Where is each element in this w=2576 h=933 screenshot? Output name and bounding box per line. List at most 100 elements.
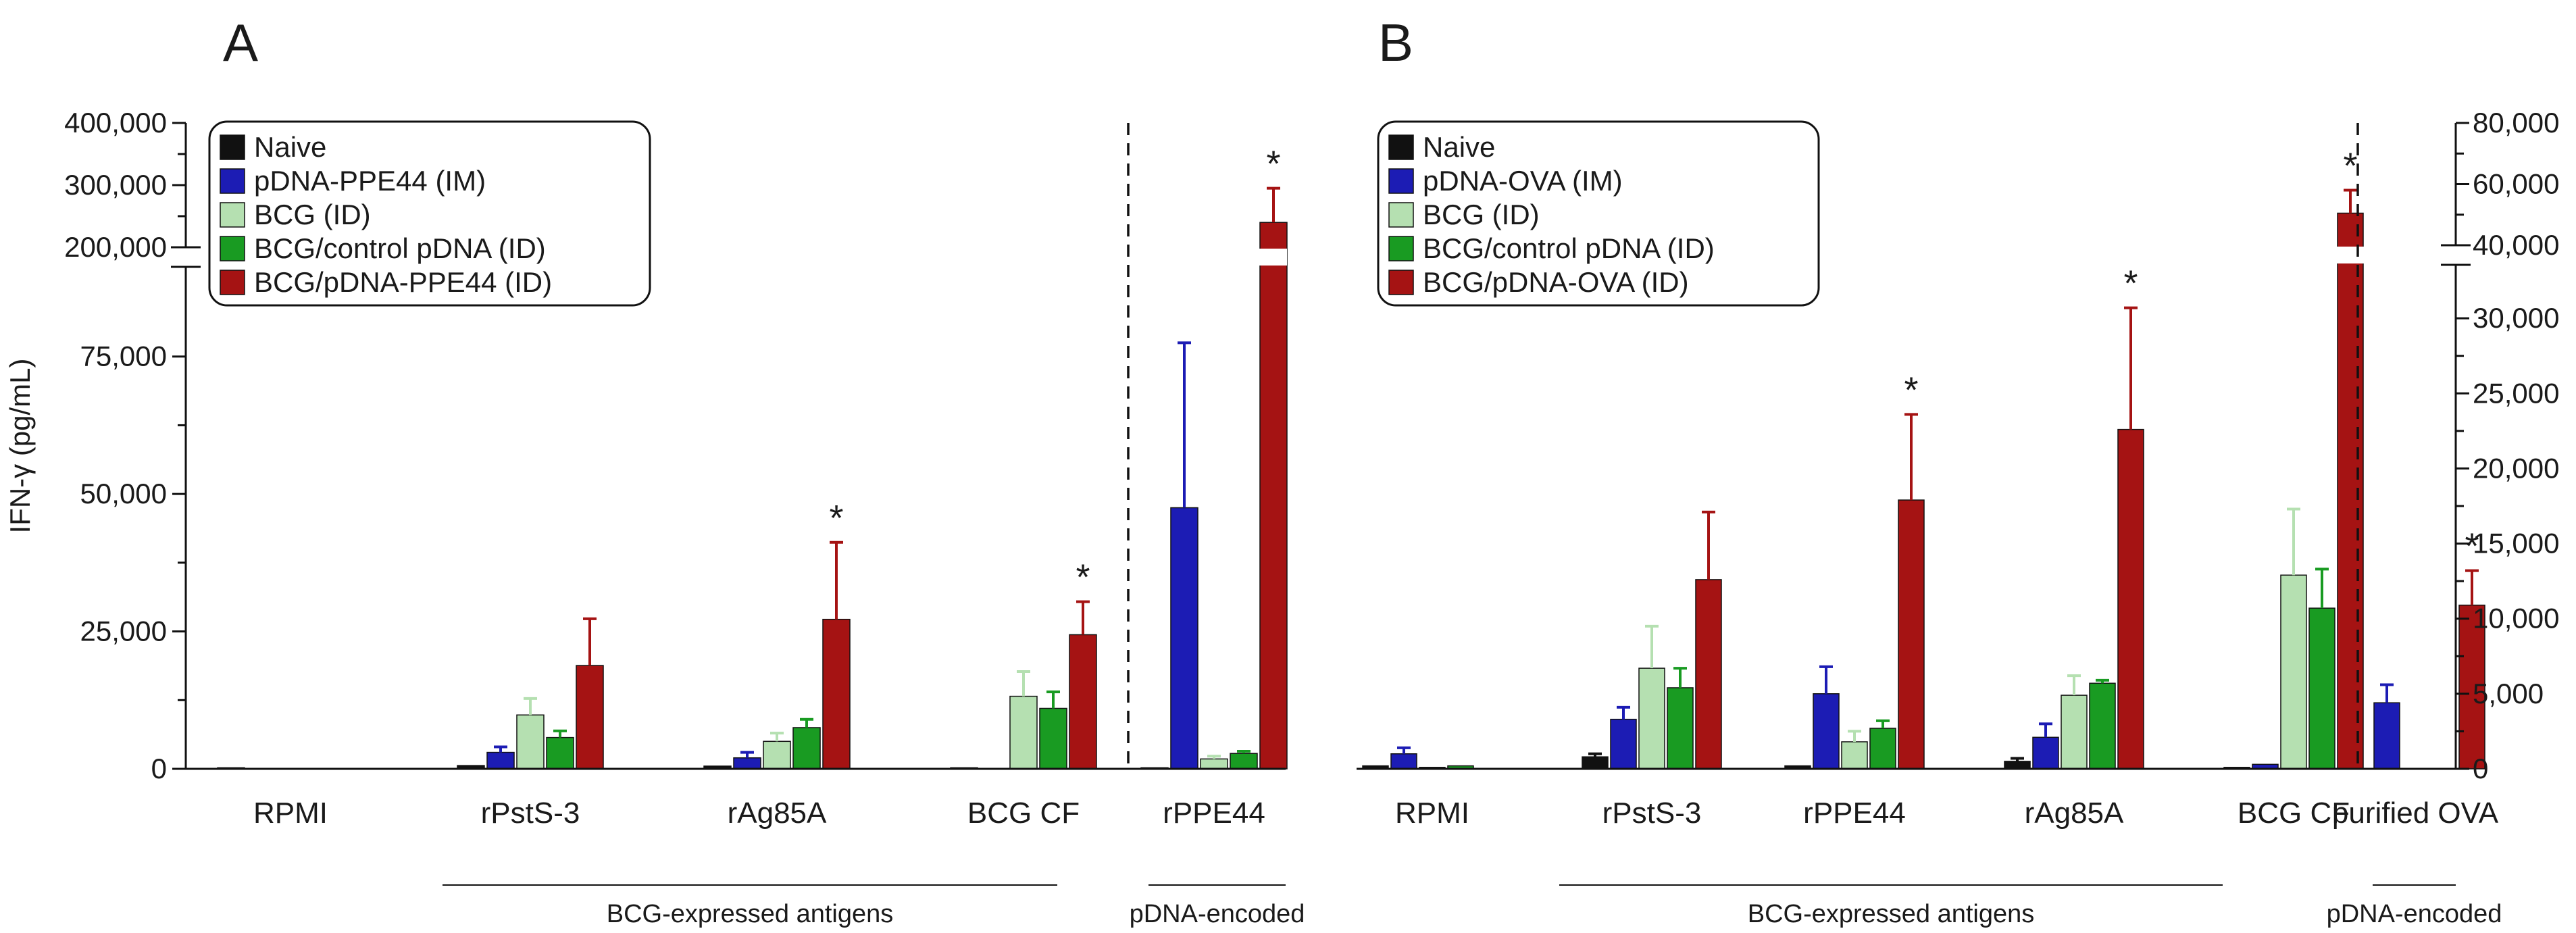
bar-rag85a-pdna-ppe44-im bbox=[733, 757, 761, 770]
legend-box bbox=[208, 120, 651, 307]
panel-b-y-tick-label: 15,000 bbox=[2473, 528, 2559, 559]
category-label-rpsts-3: rPstS-3 bbox=[481, 797, 580, 830]
group-label-bcg-expressed: BCG-expressed antigens bbox=[607, 900, 894, 928]
category-label-purified-ova: purified OVA bbox=[2332, 797, 2499, 830]
significance-star: * bbox=[1076, 557, 1090, 598]
category-label-bcg-cf: BCG CF bbox=[2238, 797, 2350, 830]
legend-swatch-bcg-id bbox=[1388, 202, 1414, 228]
legend-swatch-bcg-pdna-ova-id bbox=[1388, 270, 1414, 295]
legend-swatch-naive bbox=[220, 134, 245, 160]
bar-rppe44-bcg-pdna-ova-id bbox=[1898, 499, 1925, 770]
bar-rppe44-bcg-id bbox=[1841, 741, 1868, 770]
group-label-bcg-expressed: BCG-expressed antigens bbox=[1748, 900, 2035, 928]
group-label-pdna-encoded: pDNA-encoded bbox=[2327, 900, 2502, 928]
category-label-rag85a: rAg85A bbox=[2025, 797, 2124, 830]
panel-b-y-tick-label: 25,000 bbox=[2473, 377, 2559, 409]
panel-a-y-tick-label: 400,000 bbox=[64, 107, 167, 138]
bar-rpsts-3-bcg-control-pdna-id bbox=[1667, 687, 1694, 770]
group-label-pdna-encoded: antigen bbox=[2372, 931, 2456, 933]
bar-rpmi-pdna-ova-im bbox=[1390, 753, 1417, 770]
group-label-pdna-encoded: pDNA-encoded bbox=[1130, 900, 1305, 928]
bar-rag85a-bcg-pdna-ova-id bbox=[2117, 428, 2144, 770]
legend-label-bcg-pdna-ova-id: BCG/pDNA-OVA (ID) bbox=[1423, 266, 1689, 298]
bar-rpsts-3-naive bbox=[1582, 756, 1609, 770]
bar-rpsts-3-pdna-ppe44-im bbox=[486, 751, 515, 770]
panel-b-y-tick-label: 5,000 bbox=[2473, 678, 2544, 709]
significance-star: * bbox=[1904, 370, 1918, 410]
legend-swatch-bcg-id bbox=[220, 202, 245, 228]
panel-b: B * * * * 0 5,000 10,000 15,000 20,000 25,000 30,00… bbox=[1355, 13, 2559, 933]
significance-star: * bbox=[1266, 144, 1280, 184]
legend-swatch-bcg-control-pdna-id bbox=[220, 236, 245, 261]
bar-rppe44-bcg-control-pdna-id bbox=[1869, 728, 1896, 770]
bar-bcg-cf-bcg-id bbox=[1009, 695, 1038, 770]
legend-label-pdna-ova-im: pDNA-OVA (IM) bbox=[1423, 165, 1623, 197]
bar-bcg-cf-bcg-control-pdna-id bbox=[2308, 607, 2335, 770]
panel-a-y-tick-label: 300,000 bbox=[64, 169, 167, 201]
bar-rag85a-bcg-pdna-ppe44-id bbox=[822, 618, 851, 770]
panel-b-y-tick-label: 20,000 bbox=[2473, 452, 2559, 484]
legend-label-bcg-control-pdna-id: BCG/control pDNA (ID) bbox=[254, 232, 546, 264]
bar-rppe44-bcg-pdna-ppe44-id bbox=[1259, 222, 1288, 770]
legend-label-bcg-id: BCG (ID) bbox=[254, 199, 371, 230]
panel-b-y-tick-label: 60,000 bbox=[2473, 168, 2559, 200]
bar-bcg-cf-bcg-id bbox=[2280, 574, 2307, 770]
bar-rag85a-pdna-ova-im bbox=[2032, 736, 2059, 770]
bar-rag85a-bcg-id bbox=[763, 740, 791, 770]
panel-a-y-tick-label: 75,000 bbox=[80, 341, 167, 372]
legend-label-bcg-id: BCG (ID) bbox=[1423, 199, 1540, 230]
category-label-bcg-cf: BCG CF bbox=[967, 797, 1080, 830]
panel-b-y-tick-label: 10,000 bbox=[2473, 603, 2559, 634]
legend-swatch-pdna-ova-im bbox=[1388, 168, 1414, 194]
bar-rpsts-3-bcg-id bbox=[1638, 667, 1665, 770]
panel-a-y-tick-label: 0 bbox=[151, 753, 167, 784]
legend-box bbox=[1377, 120, 1820, 307]
bar-rppe44-bcg-id bbox=[1200, 758, 1228, 770]
bar-rppe44-pdna-ova-im bbox=[1813, 693, 1840, 770]
bar-purified-ova-pdna-ova-im bbox=[2373, 702, 2400, 770]
bar-rag85a-bcg-control-pdna-id bbox=[2089, 682, 2116, 770]
bar-rag85a-bcg-control-pdna-id bbox=[792, 727, 821, 770]
legend-swatch-bcg-pdna-ppe44-id bbox=[220, 270, 245, 295]
panel-b-y-tick-label: 80,000 bbox=[2473, 107, 2559, 138]
legend-swatch-bcg-control-pdna-id bbox=[1388, 236, 1414, 261]
legend-label-pdna-ppe44-im: pDNA-PPE44 (IM) bbox=[254, 165, 486, 197]
panel-b-y-tick-label: 30,000 bbox=[2473, 302, 2559, 334]
bar-bcg-cf-bcg-control-pdna-id bbox=[1039, 707, 1067, 770]
bar-rpsts-3-pdna-ova-im bbox=[1610, 718, 1637, 770]
legend-label-bcg-pdna-ppe44-id: BCG/pDNA-PPE44 (ID) bbox=[254, 266, 552, 298]
panel-b-y-tick-label: 0 bbox=[2473, 753, 2488, 784]
significance-star: * bbox=[2343, 146, 2357, 186]
significance-star: * bbox=[829, 498, 843, 538]
bar-rag85a-naive bbox=[2004, 761, 2031, 770]
panel-a-y-tick-label: 25,000 bbox=[80, 615, 167, 647]
bar-rag85a-bcg-id bbox=[2061, 695, 2088, 770]
category-label-rpmi: RPMI bbox=[253, 797, 328, 830]
bar-rpsts-3-bcg-id bbox=[516, 714, 545, 770]
legend-label-naive: Naive bbox=[1423, 131, 1495, 163]
bar-rpsts-3-bcg-control-pdna-id bbox=[546, 736, 574, 770]
bar-rppe44-pdna-ppe44-im bbox=[1170, 507, 1198, 770]
bar-rpsts-3-bcg-pdna-ova-id bbox=[1695, 579, 1722, 770]
category-label-rppe44: rPPE44 bbox=[1163, 797, 1265, 830]
category-label-rpsts-3: rPstS-3 bbox=[1602, 797, 1702, 830]
panel-a: A * * * 0 25,000 50,000 75,000 200,000 300,000 400… bbox=[4, 13, 1305, 933]
bar-rppe44-bcg-control-pdna-id bbox=[1230, 753, 1258, 770]
bar-bcg-cf-bcg-pdna-ova-id bbox=[2337, 212, 2364, 770]
category-label-rpmi: RPMI bbox=[1395, 797, 1469, 830]
legend-swatch-pdna-ppe44-im bbox=[220, 168, 245, 194]
y-axis-label: IFN-γ (pg/mL) bbox=[4, 358, 36, 533]
category-label-rag85a: rAg85A bbox=[728, 797, 827, 830]
legend-label-naive: Naive bbox=[254, 131, 326, 163]
legend-label-bcg-control-pdna-id: BCG/control pDNA (ID) bbox=[1423, 232, 1715, 264]
panel-a-y-tick-label: 200,000 bbox=[64, 231, 167, 263]
panel-a-y-tick-label: 50,000 bbox=[80, 478, 167, 509]
panel-a-letter: A bbox=[223, 13, 258, 72]
bar-purified-ova-bcg-pdna-ova-id bbox=[2458, 604, 2485, 770]
group-label-pdna-encoded: antigen bbox=[1175, 931, 1259, 933]
category-label-rppe44: rPPE44 bbox=[1803, 797, 1906, 830]
panel-b-letter: B bbox=[1378, 13, 1413, 72]
